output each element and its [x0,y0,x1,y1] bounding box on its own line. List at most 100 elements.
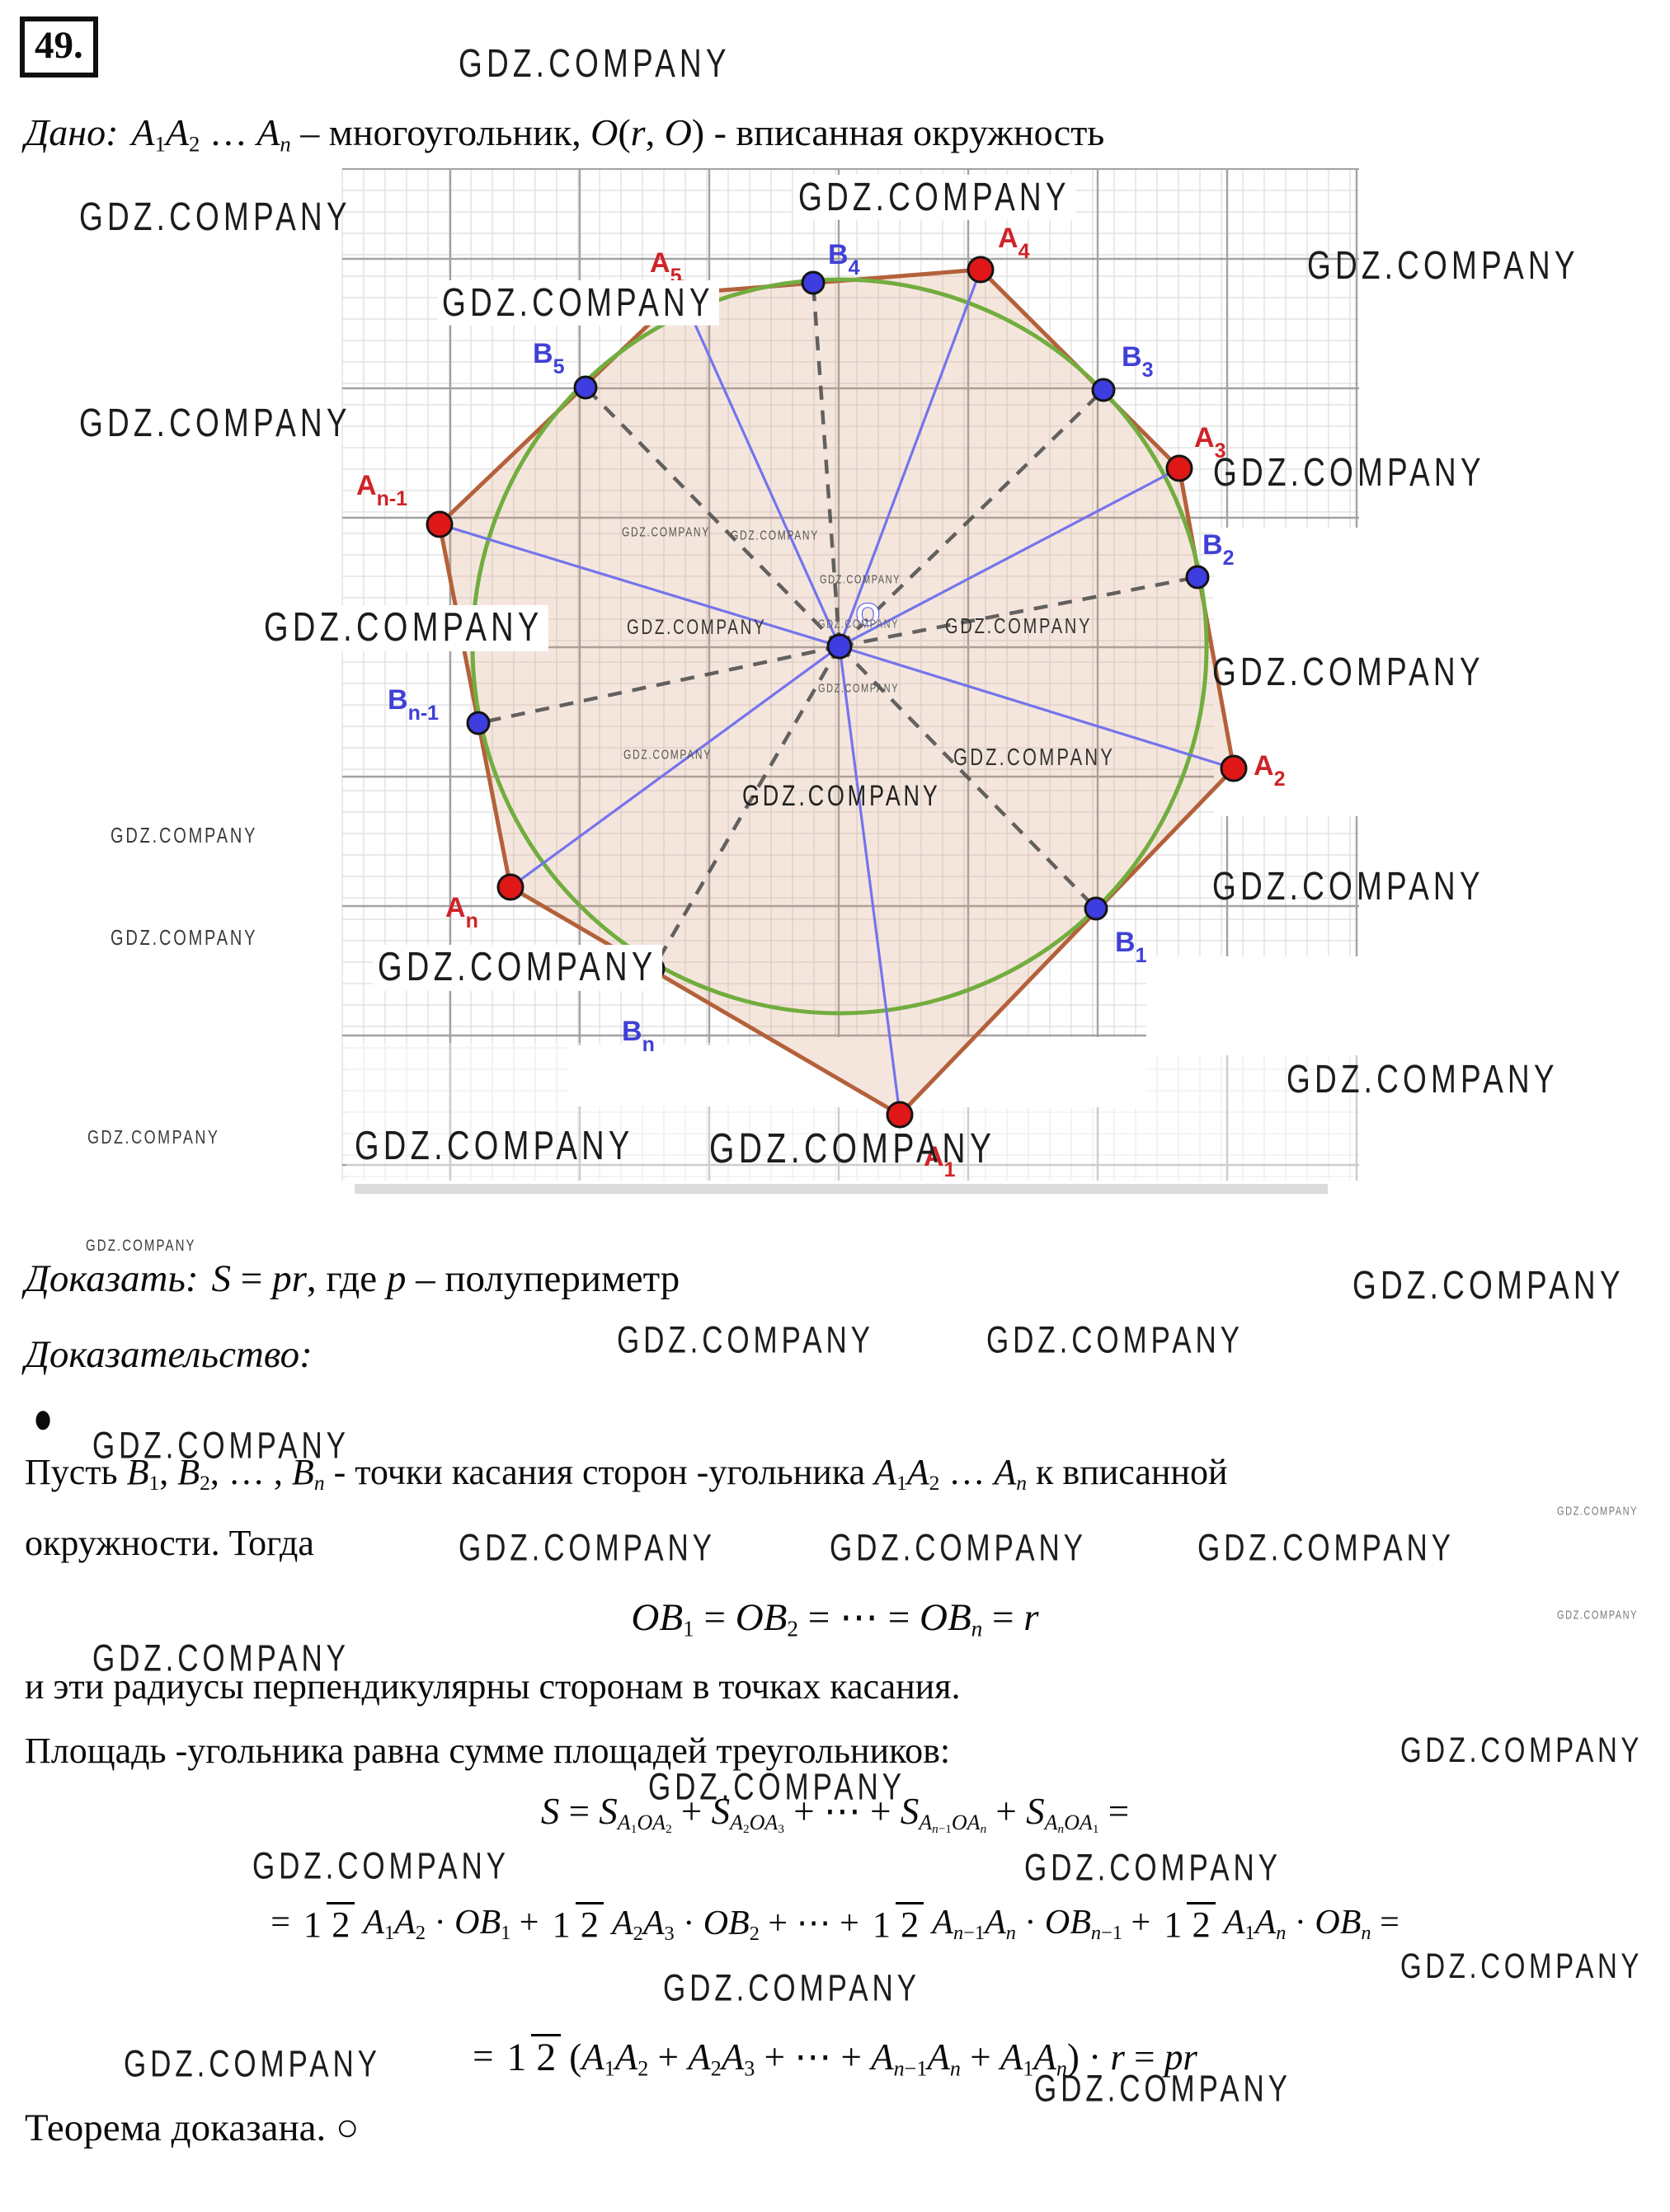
point-label-A4: A4 [998,223,1030,263]
vertex-point-A1 [886,1101,914,1129]
watermark: GDZ.COMPANY [1400,1946,1644,1986]
radius-dashed-line-Bn-1 [477,644,840,726]
polygon-fill [440,270,1234,1115]
point-label-B4: B4 [828,239,860,279]
watermark: GDZ.COMPANY [830,1527,1087,1569]
vertex-point-A4 [967,256,995,284]
prove-formula: S = pr, где p – полупериметр [211,1257,680,1300]
watermark: GDZ.COMPANY [1213,450,1485,495]
scan-smudge [355,1184,1328,1194]
watermark: GDZ.COMPANY [1352,1263,1625,1308]
watermark: GDZ.COMPANY [79,195,351,239]
formula-segment: An−1An · OBn−1 + [932,1904,1151,1944]
watermark: GDZ.COMPANY [87,1126,220,1148]
watermark: GDZ.COMPANY [459,1527,716,1569]
scan-white-patch [569,1045,816,1106]
watermark: GDZ.COMPANY [818,618,900,632]
theorem-proved: Теорема доказана. ○ [25,2106,360,2149]
formula-area-sum: S = SA1OA2 + SA2OA3 + ⋯ + SAn−1OAn + SAn… [540,1791,1130,1837]
watermark: GDZ.COMPANY [622,524,710,540]
watermark: GDZ.COMPANY [623,747,712,763]
proof-label: Доказательство: [25,1333,313,1376]
point-label-B1: B1 [1115,927,1147,967]
point-label-A3: A3 [1194,422,1225,463]
watermark: GDZ.COMPANY [111,824,258,848]
spoke-line-A5 [680,293,841,647]
spoke-line-A2 [839,645,1235,770]
vertex-point-A2 [1220,754,1248,782]
formula-segment: = [473,2036,494,2077]
proof-paragraph-line-1: Пусть B1, B2, … , Bn - точки касания сто… [25,1452,1228,1496]
watermark: GDZ.COMPANY [86,1237,196,1256]
given-formula: A1A2 … An – многоугольник, O(r, O) - впи… [131,111,1105,157]
bullet-marker: ● [33,1392,54,1444]
proof-paragraph-line-2: окружности. Тогда [25,1523,314,1563]
watermark: GDZ.COMPANY [1400,1730,1644,1770]
spoke-line-An-1 [439,523,840,648]
point-label-An-1: An-1 [356,470,407,510]
watermark: GDZ.COMPANY [742,780,941,812]
watermark: GDZ.COMPANY [111,927,258,951]
spoke-line-A4 [838,269,982,647]
watermark: GDZ.COMPANY [617,1319,874,1361]
scan-white-patch [792,1037,1146,1107]
vertex-point-An-1 [426,510,454,538]
spoke-line-An [510,645,840,889]
watermark: GDZ.COMPANY [953,744,1116,771]
watermark: GDZ.COMPANY [709,1126,996,1172]
proof-paragraph-area: Площадь -угольника равна сумме площадей … [25,1731,951,1771]
center-label-O: O [856,598,880,632]
radius-dashed-line-B4 [811,282,842,647]
given-statement: Дано: A1A2 … An – многоугольник, O(r, O) … [25,110,1105,157]
spoke-line-A3 [839,467,1180,648]
radius-dashed-line-Bn [652,645,841,970]
formula-segment: (A1A2 + A2A3 + ⋯ + An−1An + A1An) · r = … [569,2036,1197,2080]
watermark: GDZ.COMPANY [820,574,901,587]
center-point-O [826,633,853,660]
watermark: GDZ.COMPANY [793,175,1075,220]
point-label-An: An [445,892,478,932]
given-label: Дано: [25,111,119,153]
watermark: GDZ.COMPANY [1307,243,1579,288]
watermark: GDZ.COMPANY [459,41,731,86]
spoke-line-A1 [838,646,901,1115]
watermark: GDZ.COMPANY [355,1124,634,1169]
formula-half-products: = 1 2 A1A2 · OB1 + 1 2 A2A3 · OB2 + ⋯ + 1 2 An… [0,1857,1670,1989]
watermark: GDZ.COMPANY [252,1845,510,1887]
watermark: GDZ.COMPANY [1034,2068,1291,2110]
watermark: GDZ.COMPANY [92,1637,350,1679]
watermark: GDZ.COMPANY [1212,864,1484,909]
point-label-Bn-1: Bn-1 [388,684,439,725]
scan-white-patch [1146,956,1359,1055]
proof-paragraph-radii: и эти радиусы перпендикулярны сторонам в… [25,1666,961,1707]
prove-statement: Доказать: S = pr, где p – полупериметр [25,1256,680,1301]
watermark: GDZ.COMPANY [731,528,819,543]
watermark: GDZ.COMPANY [1024,1847,1282,1889]
vertex-point-An [496,873,525,901]
watermark: GDZ.COMPANY [627,617,767,640]
watermark: GDZ.COMPANY [259,605,548,651]
watermark: GDZ.COMPANY [1287,1057,1559,1101]
tangent-point-Bn-1 [466,711,491,735]
watermark: GDZ.COMPANY [663,1967,920,2009]
tangent-point-B1 [1084,896,1108,921]
formula-segment: A2A3 · OB2 + ⋯ + [612,1904,859,1945]
watermark: GDZ.COMPANY [373,945,662,991]
vertex-point-A3 [1165,454,1193,482]
point-label-B2: B2 [1202,529,1234,570]
tangent-point-B3 [1091,378,1116,402]
watermark: GDZ.COMPANY [437,280,719,326]
formula-segment: A1A2 · OB1 + [363,1904,539,1944]
problem-number: 49. [20,16,98,77]
watermark: GDZ.COMPANY [648,1766,906,1808]
radius-dashed-line-B1 [838,645,1098,910]
point-label-B5: B5 [533,338,565,378]
formula-segment: = [270,1904,290,1942]
point-label-A2: A2 [1254,750,1285,791]
